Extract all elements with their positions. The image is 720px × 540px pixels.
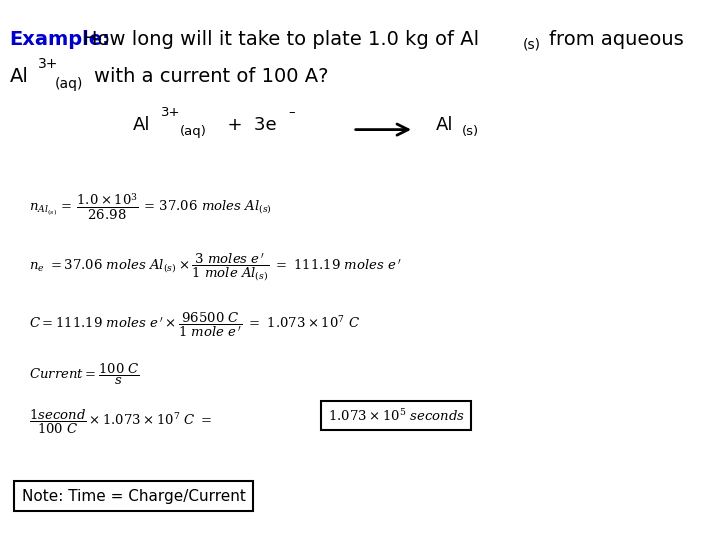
Text: 3+: 3+ (37, 57, 58, 71)
Text: (s): (s) (523, 38, 541, 52)
Text: 3+: 3+ (161, 106, 180, 119)
Text: (aq): (aq) (55, 77, 83, 91)
Text: $C = 111.19\ \mathit{moles}\ e^{\,\prime} \times \dfrac{96500\ C}{1\ \mathit{mol: $C = 111.19\ \mathit{moles}\ e^{\,\prime… (29, 310, 360, 339)
Text: How long will it take to plate 1.0 kg of Al: How long will it take to plate 1.0 kg of… (83, 30, 479, 49)
Text: $n_{Al_{(s)}}$$\,=\,\dfrac{1.0\times10^3}{26.98}$$\,=\,37.06\ \mathit{moles}\ Al: $n_{Al_{(s)}}$$\,=\,\dfrac{1.0\times10^3… (29, 192, 271, 222)
Text: with a current of 100 A?: with a current of 100 A? (94, 68, 328, 86)
Text: Al: Al (133, 116, 150, 134)
Text: –: – (288, 106, 294, 119)
Text: from aqueous: from aqueous (549, 30, 683, 49)
Text: (s): (s) (462, 125, 480, 138)
Text: +  3e: + 3e (216, 116, 276, 134)
Text: Al: Al (436, 116, 453, 134)
Text: $1.073 \times 10^5\ \mathit{seconds}$: $1.073 \times 10^5\ \mathit{seconds}$ (328, 408, 464, 423)
Text: $n_{e}\ = 37.06\ \mathit{moles}\ Al_{(s)} \times \dfrac{3\ \mathit{moles}\ e^{\,: $n_{e}\ = 37.06\ \mathit{moles}\ Al_{(s)… (29, 251, 402, 282)
Text: Note: Time = Charge/Current: Note: Time = Charge/Current (22, 489, 246, 504)
Text: Al: Al (9, 68, 28, 86)
Text: $\mathit{Current} = \dfrac{100\ C}{s}$: $\mathit{Current} = \dfrac{100\ C}{s}$ (29, 362, 140, 387)
Text: (aq): (aq) (180, 125, 207, 138)
Text: $\dfrac{1\mathit{second}}{100\ C} \times 1.073 \times 10^7\ C\ =$: $\dfrac{1\mathit{second}}{100\ C} \times… (29, 408, 212, 436)
Text: Example:: Example: (9, 30, 110, 49)
